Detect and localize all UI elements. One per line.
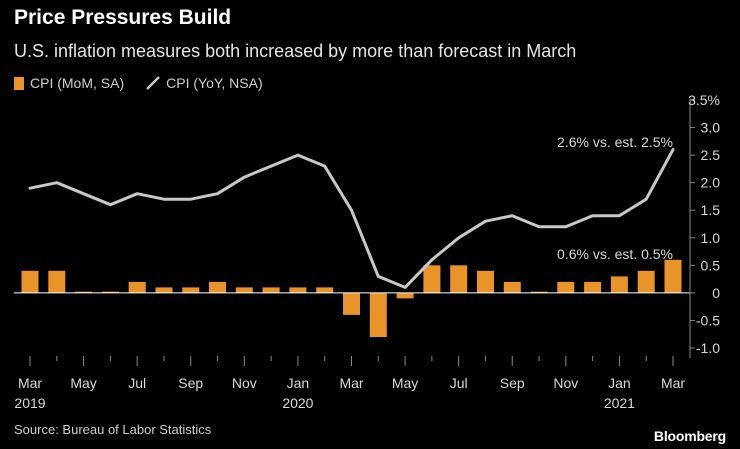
x-tick-label: Mar: [661, 375, 685, 391]
bar-feb-2021: [637, 270, 655, 293]
brand-logo: Bloomberg: [653, 428, 726, 444]
y-tick-label: -1.0: [696, 340, 720, 356]
x-tick-label: May: [392, 375, 418, 391]
bar-nov-2020: [557, 281, 575, 293]
bar-oct-2019: [209, 281, 226, 293]
x-tick-label: Mar: [339, 375, 363, 391]
bar-jun-2020: [423, 265, 441, 293]
x-tick-year-label: 2019: [14, 395, 45, 411]
legend-line-label: CPI (YoY, NSA): [166, 75, 263, 91]
cpi-yoy-line: [28, 148, 675, 289]
bar-mar-2020: [343, 292, 360, 315]
x-tick-year-label: 2020: [282, 395, 313, 411]
bar-apr-2020: [369, 292, 387, 337]
legend: CPI (MoM, SA) CPI (YoY, NSA): [14, 75, 263, 91]
annotation-mom: 0.6% vs. est. 0.5%: [557, 246, 673, 262]
bar-aug-2020: [477, 270, 494, 293]
annotations: 2.6% vs. est. 2.5% 0.6% vs. est. 0.5%: [557, 134, 673, 262]
y-tick-label: 2.5: [701, 147, 721, 163]
bar-jul-2020: [450, 265, 468, 293]
bar-nov-2019: [235, 287, 253, 293]
x-tick-label: Jan: [287, 375, 310, 391]
bar-may-2020: [396, 292, 414, 299]
x-tick-label: May: [70, 375, 96, 391]
legend-line-swatch: [146, 76, 161, 90]
x-axis: Mar 2019 May Jul Sep Nov Jan 2020 Mar May Jul Sep No…: [14, 356, 685, 411]
y-tick-label: 1.0: [701, 230, 721, 246]
bar-oct-2020: [530, 291, 548, 293]
bar-mar-2019: [21, 270, 39, 293]
x-tick-year-label: 2021: [604, 395, 635, 411]
y-tick-label: 3.5%: [688, 92, 720, 108]
x-tick-label: Nov: [232, 375, 257, 391]
chart-subtitle: U.S. inflation measures both increased b…: [14, 41, 577, 61]
chart-title: Price Pressures Build: [14, 6, 232, 29]
x-tick-label: Mar: [18, 375, 42, 391]
line-layer: [28, 148, 675, 289]
y-tick-label: -0.5: [696, 312, 720, 328]
bar-dec-2020: [584, 281, 602, 293]
x-tick-label: Sep: [178, 375, 203, 391]
x-tick-label: Jul: [450, 375, 468, 391]
y-tick-label: 3.0: [701, 120, 721, 136]
bar-may-2019: [75, 291, 93, 293]
y-tick-label: 0: [712, 285, 720, 301]
bar-jan-2021: [610, 276, 628, 293]
bar-jul-2019: [128, 281, 146, 293]
bar-jan-2020: [289, 287, 307, 293]
bar-sep-2019: [182, 287, 200, 293]
bar-aug-2019: [155, 287, 173, 293]
bar-sep-2020: [503, 281, 521, 293]
source-note: Source: Bureau of Labor Statistics: [14, 422, 212, 437]
annotation-yoy: 2.6% vs. est. 2.5%: [557, 134, 673, 150]
bar-feb-2020: [316, 287, 334, 293]
y-tick-label: 2.0: [701, 175, 721, 191]
x-tick-label: Nov: [553, 375, 578, 391]
legend-bar-label: CPI (MoM, SA): [30, 75, 125, 91]
x-tick-label: Jan: [608, 375, 631, 391]
bar-apr-2019: [48, 270, 66, 293]
bar-mar-2021: [664, 259, 682, 293]
y-tick-label: 0.5: [701, 257, 721, 273]
y-axis: 3.5% 3.0 2.5 2.0 1.5 1.0 0.5 0 -0.5 -1.0: [688, 92, 720, 358]
legend-bar-swatch: [14, 76, 24, 90]
y-tick-label: 1.5: [701, 202, 721, 218]
bars-layer: [21, 259, 682, 337]
bar-dec-2019: [262, 287, 280, 293]
bar-jun-2019: [101, 291, 119, 293]
x-tick-label: Jul: [128, 375, 146, 391]
x-tick-label: Sep: [500, 375, 525, 391]
